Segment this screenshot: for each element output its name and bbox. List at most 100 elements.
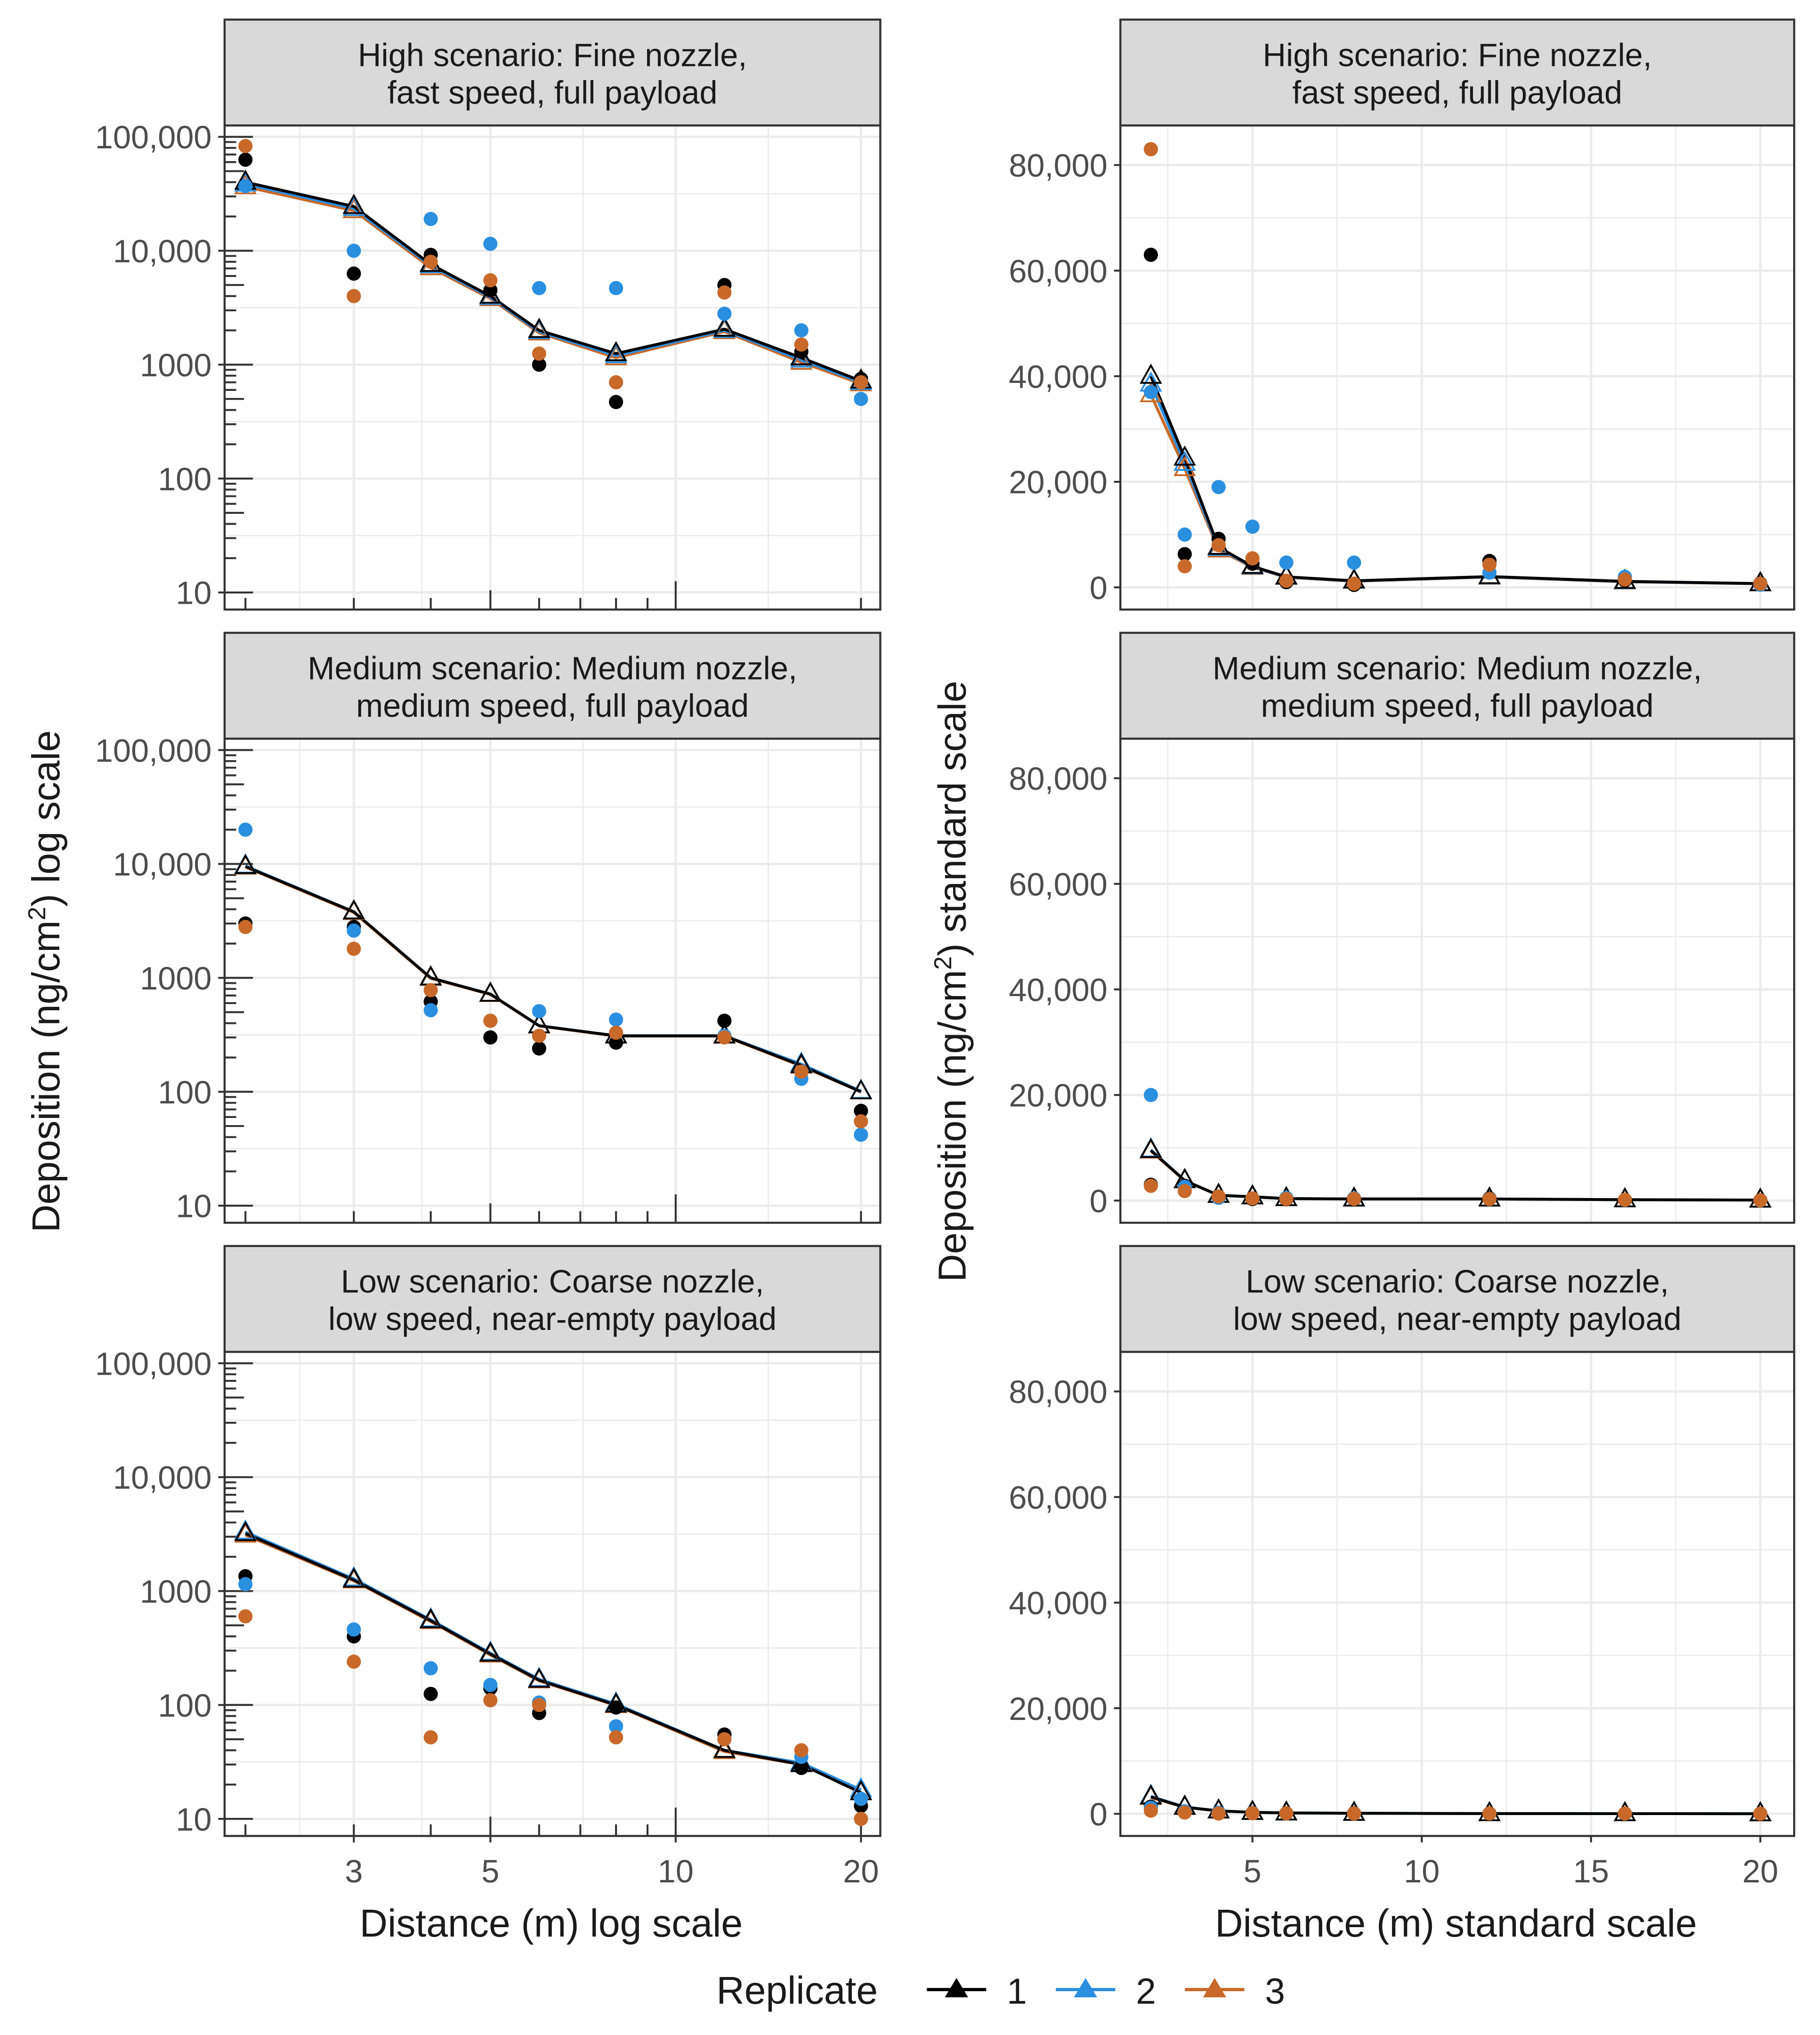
- log-panel-1-point-rep1: [238, 153, 253, 167]
- log-panel-3-point-rep2: [483, 1678, 498, 1692]
- log-panel-2-point-rep1: [609, 1035, 623, 1050]
- log-panel-1-line-rep1: [245, 180, 862, 382]
- std-panel-3-strip: [1119, 1245, 1796, 1353]
- log-panel-2-point-rep2: [609, 1012, 623, 1027]
- std-panel-2-ytick-label-1: 20,000: [1009, 1078, 1108, 1114]
- log-panel-3-point-rep2: [423, 1661, 438, 1676]
- log-panel-1-ytick-label-2: 1000: [140, 347, 211, 383]
- log-panel-3-point-rep3: [238, 1609, 253, 1624]
- legend-label-1: 1: [1007, 1972, 1027, 2012]
- log-panel-1-mean-triangle-rep1: [605, 341, 628, 361]
- log-panel-2-point-rep3: [532, 1029, 546, 1043]
- std-panel-1-point-rep3: [1211, 538, 1226, 552]
- log-panel-1-point-rep1: [609, 395, 623, 409]
- log-panel-1-point-rep3: [483, 273, 498, 288]
- std-panel-3-point-rep3: [1482, 1806, 1497, 1821]
- log-panel-2-point-rep3: [854, 1114, 868, 1129]
- log-panel-1-point-rep1: [347, 266, 361, 281]
- log-panel-2-ytick-label-0: 10: [176, 1188, 211, 1224]
- legend-key-1: [927, 1978, 987, 1998]
- std-panel-1-point-rep3: [1753, 576, 1768, 591]
- log-panel-2-point-rep1: [854, 1103, 868, 1118]
- log-panel-3-point-rep2: [609, 1719, 623, 1734]
- log-panel-2-strip-line-1: Medium scenario: Medium nozzle,: [307, 650, 797, 686]
- log-panel-1-point-rep2: [794, 323, 809, 338]
- log-panel-3-mean-triangle-rep1: [419, 1608, 442, 1629]
- std-panel-3-point-rep3: [1347, 1806, 1361, 1821]
- std-panel-3-point-rep3: [1211, 1806, 1226, 1821]
- log-panel-3-ytick-label-3: 10,000: [113, 1459, 212, 1496]
- std-panel-2-point-rep3: [1177, 1184, 1192, 1199]
- legend-triangle-1: [945, 1978, 968, 1998]
- log-panel-3-mean-triangle-rep1: [713, 1737, 736, 1758]
- std-panel-2-mean-triangle-rep1: [1140, 1137, 1162, 1158]
- log-panel-1-ytick-label-1: 100: [158, 461, 211, 497]
- std-panel-1-ytick-label-3: 60,000: [1009, 253, 1108, 289]
- std-panel-3-ytick-label-4: 80,000: [1009, 1374, 1108, 1410]
- log-panel-1-point-rep2: [483, 236, 498, 251]
- log-panel-1-point-rep3: [717, 285, 732, 300]
- log-panel-1-point-rep1: [532, 357, 546, 372]
- std-panel-1-background: [1120, 125, 1795, 610]
- log-panel-1-point-rep2: [238, 178, 253, 194]
- std-panel-1-mean-triangle-rep1: [1173, 445, 1196, 466]
- log-panel-3-point-rep1: [609, 1700, 623, 1715]
- log-panel-2-point-rep3: [483, 1013, 498, 1028]
- std-panel-3-ytick-label-0: 0: [1090, 1796, 1108, 1832]
- log-panel-2-point-rep3: [347, 941, 361, 956]
- log-panel-1-point-rep2: [609, 281, 623, 295]
- legend-key-2: [1056, 1978, 1116, 1998]
- std-panel-1-strip-line-1: High scenario: Fine nozzle,: [1263, 37, 1652, 73]
- log-panel-1-mean-triangle-rep3: [342, 198, 365, 219]
- std-panel-1-ytick-label-0: 0: [1090, 570, 1108, 606]
- std-panel-1-ytick-label-2: 40,000: [1009, 359, 1108, 395]
- std-panel-1-point-rep2: [1211, 480, 1226, 495]
- log-panel-2-point-rep3: [717, 1030, 732, 1045]
- log-panel-1-point-rep2: [717, 307, 732, 321]
- std-panel-1-ytick-label-4: 80,000: [1009, 147, 1108, 184]
- log-panel-1-point-rep3: [238, 139, 253, 154]
- left-x-axis-label: Distance (m) log scale: [360, 1902, 743, 1945]
- log-panel-3-strip-line-1: Low scenario: Coarse nozzle,: [341, 1263, 764, 1299]
- log-panel-2-point-rep2: [532, 1004, 546, 1019]
- std-panel-2-point-rep3: [1279, 1192, 1294, 1206]
- std-panel-1-point-rep3: [1482, 557, 1497, 572]
- legend-triangle-3: [1203, 1978, 1227, 1998]
- log-panel-3-point-rep3: [717, 1732, 732, 1747]
- log-panel-3-point-rep1: [794, 1760, 809, 1776]
- std-panel-2-point-rep2: [1143, 1087, 1158, 1103]
- log-panel-2-strip: [223, 632, 882, 740]
- log-panel-1-point-rep3: [794, 337, 809, 352]
- log-panel-2-mean-triangle-rep1: [342, 899, 365, 920]
- log-panel-3-mean-triangle-rep1: [342, 1567, 365, 1588]
- log-panel-3-point-rep2: [347, 1622, 361, 1637]
- std-panel-1-point-rep1: [1177, 547, 1192, 561]
- log-panel-2-point-rep2: [854, 1127, 868, 1142]
- legend-key-3: [1185, 1978, 1245, 1998]
- log-panel-2-mean-triangle-rep1: [479, 981, 502, 1002]
- std-panel-2-point-rep3: [1143, 1178, 1158, 1193]
- log-panel-3-xtick-label-0: 3: [345, 1853, 363, 1889]
- std-panel-1-point-rep1: [1143, 247, 1158, 262]
- std-panel-2-ytick-label-2: 40,000: [1009, 972, 1108, 1008]
- log-panel-3-strip-line-2: low speed, near-empty payload: [328, 1301, 777, 1337]
- std-panel-3-point-rep3: [1279, 1806, 1294, 1821]
- std-panel-3-background: [1120, 1352, 1795, 1836]
- log-panel-2-ytick-label-1: 100: [158, 1074, 211, 1111]
- std-panel-2-point-rep3: [1753, 1193, 1768, 1208]
- log-panel-3-point-rep3: [609, 1730, 623, 1744]
- legend: Replicate 1 2 3: [716, 1970, 1285, 2012]
- log-panel-1-point-rep2: [347, 243, 361, 258]
- std-panel-3-xtick-label-0: 5: [1244, 1853, 1262, 1889]
- std-panel-2-point-rep3: [1245, 1191, 1260, 1206]
- std-panel-2-strip-line-2: medium speed, full payload: [1261, 688, 1654, 724]
- log-panel-3-line-rep1: [245, 1532, 862, 1794]
- log-panel-1-point-rep3: [423, 254, 438, 269]
- std-panel-1-point-rep2: [1143, 385, 1158, 399]
- right-x-axis-label: Distance (m) standard scale: [1215, 1902, 1697, 1945]
- log-panel-3-point-rep3: [483, 1693, 498, 1708]
- log-panel-1-point-rep3: [609, 375, 623, 389]
- log-panel-3-ytick-label-1: 100: [158, 1687, 211, 1724]
